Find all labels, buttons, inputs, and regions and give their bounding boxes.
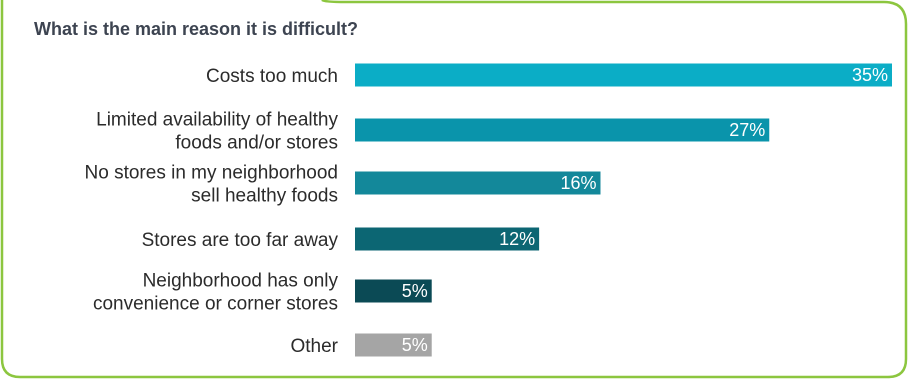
bar-value-label: 27% xyxy=(729,120,765,140)
bar-1 xyxy=(355,63,892,87)
bar-3 xyxy=(355,171,601,195)
bar-5 xyxy=(355,279,432,303)
chart-title: What is the main reason it is difficult? xyxy=(34,19,359,39)
bar-value-label: 16% xyxy=(560,173,596,193)
bar-value-label: 5% xyxy=(402,281,428,301)
category-label: Costs too much xyxy=(206,66,338,87)
category-label: Stores are too far away xyxy=(142,230,339,251)
bar-4 xyxy=(355,227,540,251)
bar-value-label: 5% xyxy=(402,335,428,355)
bar-value-label: 35% xyxy=(852,65,888,85)
bar-2 xyxy=(355,118,770,142)
category-label: Neighborhood has only xyxy=(143,271,339,292)
category-label: sell healthy foods xyxy=(191,186,338,207)
bar-value-label: 12% xyxy=(499,229,535,249)
category-label: Limited availability of healthy xyxy=(96,110,338,131)
category-label: foods and/or stores xyxy=(175,133,338,154)
category-label: convenience or corner stores xyxy=(93,294,338,315)
category-label: No stores in my neighborhood xyxy=(85,163,338,184)
bar-6 xyxy=(355,333,432,357)
category-label: Other xyxy=(290,336,338,357)
